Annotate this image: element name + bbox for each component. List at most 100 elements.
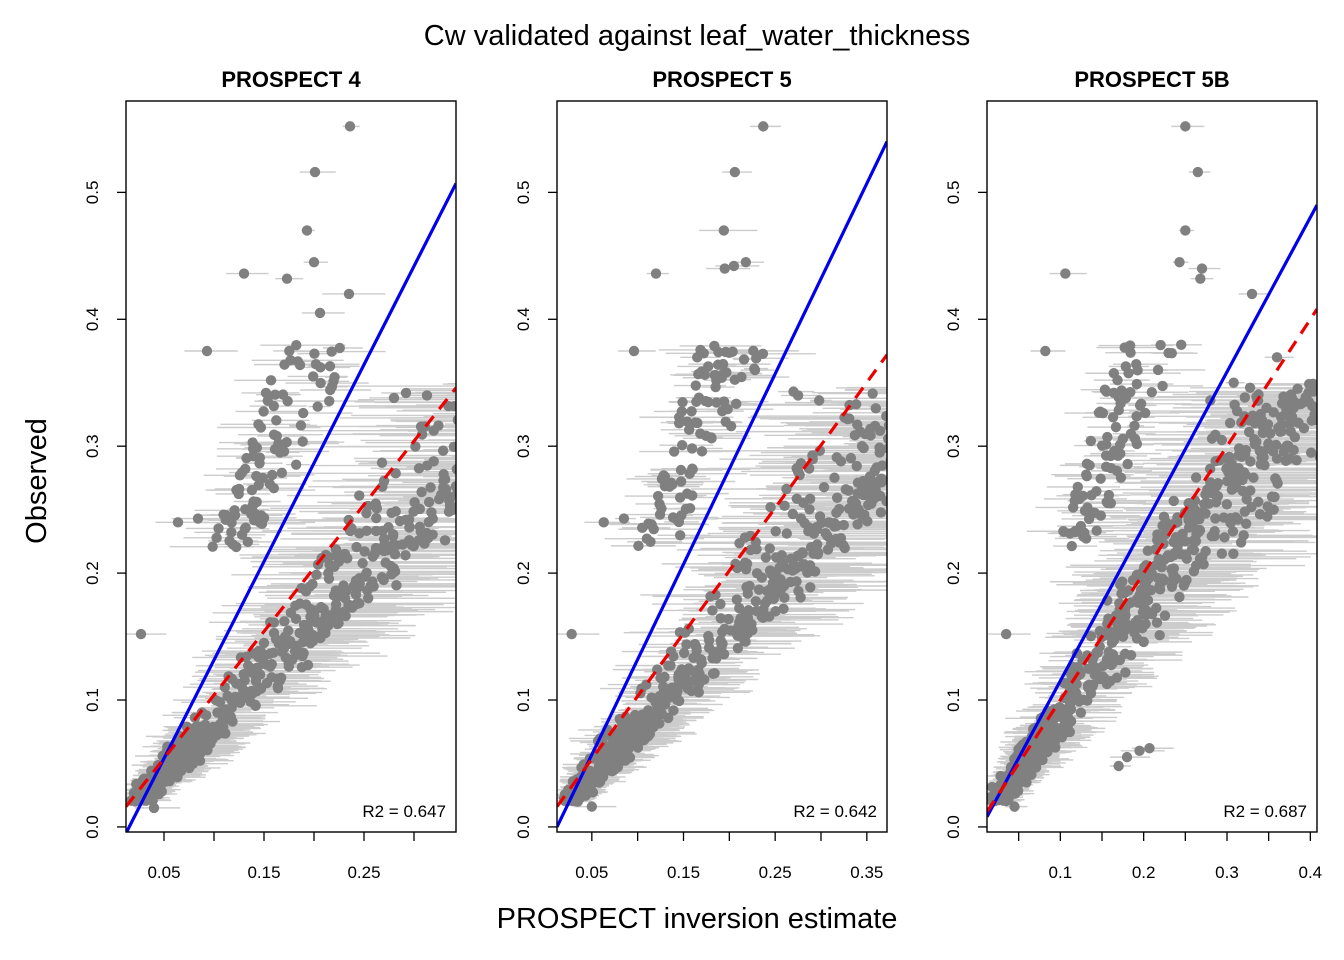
data-point: [787, 565, 798, 576]
data-point: [1144, 743, 1155, 754]
data-point: [1091, 663, 1103, 674]
data-point: [751, 568, 763, 579]
data-point: [290, 459, 302, 470]
data-point: [743, 604, 754, 616]
data-point: [307, 371, 319, 382]
y-tick-label: 0.4: [514, 307, 533, 331]
data-point: [1041, 720, 1053, 731]
data-point: [690, 380, 701, 391]
data-point: [268, 429, 280, 440]
data-point: [720, 416, 731, 427]
y-tick-label: 0.1: [944, 688, 963, 712]
data-point: [646, 519, 657, 530]
data-point: [632, 742, 644, 753]
data-point: [390, 506, 401, 517]
r2-annotation: R2 = 0.687: [1223, 802, 1307, 821]
data-point: [853, 488, 865, 499]
data-point: [1070, 525, 1081, 537]
data-point: [351, 598, 362, 610]
data-point: [684, 468, 695, 479]
data-point: [388, 563, 400, 574]
one-to-one-line: [557, 353, 887, 808]
data-point: [1238, 467, 1250, 478]
data-point: [302, 623, 314, 635]
data-point: [1276, 426, 1287, 437]
data-point: [1115, 579, 1126, 590]
data-point: [415, 421, 427, 432]
data-point: [391, 580, 402, 591]
data-point: [738, 354, 750, 365]
data-point: [324, 384, 336, 396]
data-point: [696, 657, 707, 668]
data-point: [324, 559, 335, 570]
data-point: [363, 593, 374, 604]
data-point: [1124, 340, 1136, 351]
data-point: [233, 692, 244, 703]
figure-title: Cw validated against leaf_water_thicknes…: [424, 20, 970, 52]
data-point: [804, 493, 816, 505]
data-point: [623, 733, 635, 745]
data-point: [246, 508, 257, 520]
data-point: [1209, 525, 1220, 537]
data-point: [1139, 407, 1151, 419]
y-tick-label: 0.1: [514, 688, 533, 712]
data-point: [240, 522, 251, 533]
data-point: [839, 542, 850, 554]
data-point: [718, 368, 729, 379]
y-tick-label: 0.1: [83, 688, 102, 712]
data-point: [703, 396, 714, 408]
data-point: [758, 121, 769, 132]
data-point: [1110, 421, 1122, 433]
data-point: [267, 469, 278, 481]
data-point: [314, 307, 326, 319]
data-point: [1196, 263, 1208, 274]
data-point: [208, 722, 220, 733]
data-point: [438, 468, 449, 480]
data-point: [421, 390, 433, 401]
data-point: [792, 550, 803, 562]
data-point: [843, 485, 854, 496]
data-point: [309, 348, 320, 359]
data-point: [728, 260, 740, 272]
data-point: [1081, 471, 1093, 482]
data-point: [1102, 654, 1113, 666]
data-point: [731, 594, 743, 605]
data-point: [740, 256, 752, 268]
data-point: [1107, 412, 1119, 423]
data-point: [691, 645, 702, 656]
data-point: [713, 346, 724, 358]
data-point: [1125, 387, 1136, 398]
data-point: [732, 642, 744, 654]
data-point: [1238, 530, 1249, 541]
data-point: [268, 482, 280, 494]
data-point: [685, 665, 696, 676]
data-point: [272, 680, 283, 692]
data-point: [1153, 553, 1164, 565]
data-point: [1246, 288, 1258, 300]
data-point: [298, 647, 309, 659]
data-point: [1206, 433, 1218, 444]
data-point: [659, 699, 671, 710]
data-point: [624, 752, 636, 763]
data-point: [265, 375, 277, 386]
data-point: [1248, 472, 1259, 483]
one-to-one-line: [126, 386, 456, 808]
data-point: [284, 345, 295, 357]
scatter-panel-2: PROSPECT 5 0.05 0.15 0.25 0.35 0.0 0.1 0.2 0.3 0.…: [514, 67, 888, 882]
data-point: [1241, 493, 1252, 505]
data-point: [1264, 428, 1276, 439]
data-point: [1168, 563, 1180, 574]
x-tick-label: 0.2: [1132, 863, 1156, 882]
y-tick-label: 0.0: [944, 815, 963, 839]
data-point: [695, 428, 706, 439]
data-point: [1166, 581, 1178, 592]
data-point: [1066, 540, 1077, 552]
data-point: [618, 513, 630, 524]
data-point: [770, 606, 781, 617]
data-point: [1069, 495, 1080, 506]
y-tick-label: 0.4: [944, 307, 963, 331]
data-point: [294, 359, 306, 371]
scatter-panel-3: PROSPECT 5B 0.1 0.2 0.3 0.4 0.0 0.1 0.2 0.3 0.4 0.…: [944, 67, 1322, 882]
data-point: [1091, 486, 1102, 497]
data-point: [643, 730, 654, 742]
